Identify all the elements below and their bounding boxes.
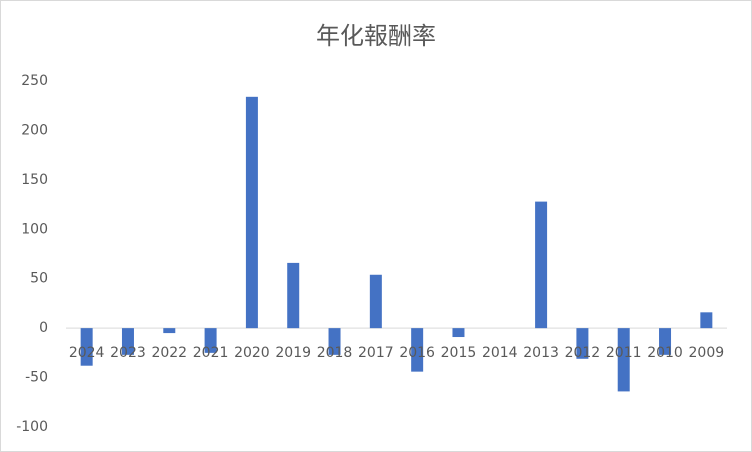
chart-title: 年化報酬率 <box>316 22 436 50</box>
y-tick-label: -50 <box>25 370 48 386</box>
x-tick-label: 2019 <box>275 345 311 361</box>
y-tick-label: -100 <box>16 419 48 435</box>
bar <box>659 328 672 355</box>
bar <box>204 328 217 353</box>
bar <box>245 96 258 329</box>
bar <box>163 328 176 334</box>
x-tick-label: 2010 <box>647 345 683 361</box>
y-tick-label: 0 <box>39 320 48 336</box>
x-tick-label: 2012 <box>565 345 601 361</box>
bar <box>328 328 341 355</box>
x-tick-label: 2015 <box>441 345 477 361</box>
bar <box>452 328 465 338</box>
bar <box>576 328 589 359</box>
x-tick-label: 2020 <box>234 345 270 361</box>
x-tick-label: 2011 <box>606 345 642 361</box>
bar <box>535 201 548 329</box>
bar <box>369 274 382 329</box>
y-tick-label: 150 <box>21 172 48 188</box>
x-tick-label: 2017 <box>358 345 394 361</box>
bar <box>121 328 134 355</box>
bar <box>287 262 300 329</box>
bar <box>700 312 713 329</box>
bar <box>411 328 424 372</box>
x-tick-label: 2022 <box>151 345 187 361</box>
bar <box>80 328 93 366</box>
x-tick-label: 2009 <box>689 345 725 361</box>
x-tick-label: 2018 <box>317 345 353 361</box>
y-tick-label: 250 <box>21 73 48 89</box>
x-tick-label: 2024 <box>69 345 105 361</box>
x-tick-label: 2014 <box>482 345 518 361</box>
x-tick-label: 2023 <box>110 345 146 361</box>
bar <box>617 328 630 392</box>
y-tick-label: 50 <box>30 271 48 287</box>
y-tick-label: 100 <box>21 221 48 237</box>
x-tick-label: 2016 <box>399 345 435 361</box>
x-tick-label: 2013 <box>523 345 559 361</box>
x-tick-label: 2021 <box>193 345 229 361</box>
y-tick-label: 200 <box>21 122 48 138</box>
